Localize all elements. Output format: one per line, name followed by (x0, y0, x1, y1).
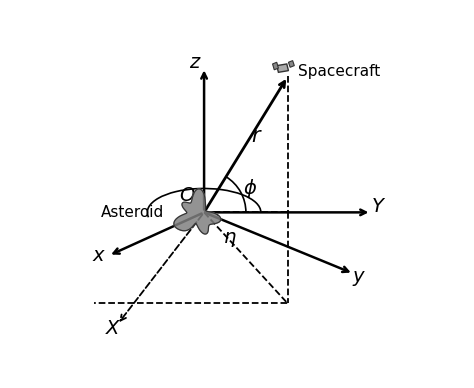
Text: $Y$: $Y$ (371, 197, 386, 216)
Polygon shape (273, 62, 278, 70)
Polygon shape (174, 189, 221, 234)
Polygon shape (289, 61, 294, 67)
Text: $X$: $X$ (105, 319, 121, 338)
Text: $O$: $O$ (179, 187, 196, 205)
Text: $z$: $z$ (189, 54, 201, 73)
Polygon shape (277, 64, 289, 72)
Text: $y$: $y$ (352, 268, 366, 288)
Text: $\mathbf{\mathit{r}}$: $\mathbf{\mathit{r}}$ (251, 126, 262, 146)
Text: Asteroid: Asteroid (101, 205, 164, 220)
Text: $\phi$: $\phi$ (243, 177, 257, 200)
Text: $\eta$: $\eta$ (223, 230, 237, 249)
Text: $x$: $x$ (92, 246, 107, 265)
Text: Spacecraft: Spacecraft (298, 64, 381, 80)
